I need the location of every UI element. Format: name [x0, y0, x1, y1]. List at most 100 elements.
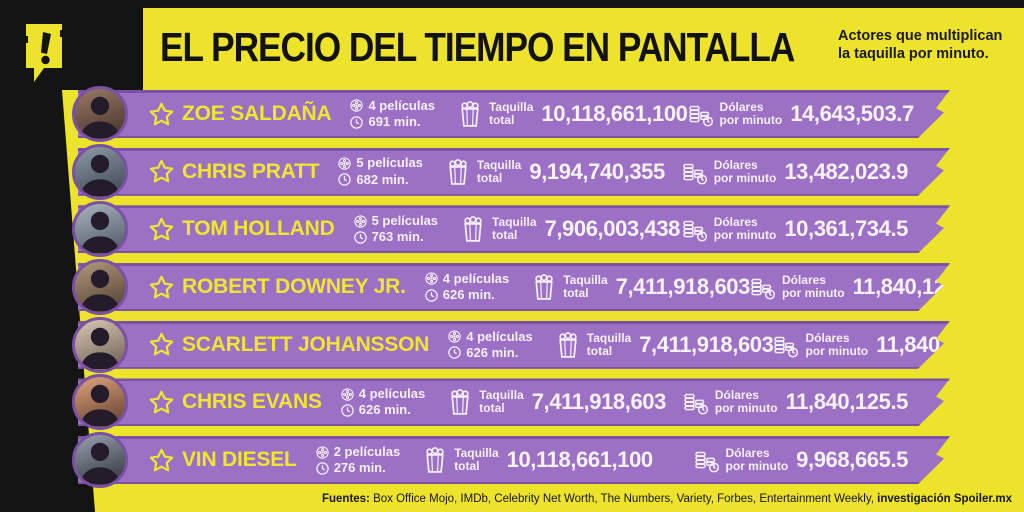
taquilla-total-value: 9,194,740,355	[529, 158, 665, 184]
taquilla-total-block: Taquilla total 7,906,003,438	[460, 215, 680, 243]
coins-icon	[694, 446, 720, 474]
film-reel-icon	[424, 271, 439, 286]
film-reel-icon	[337, 156, 352, 171]
actor-row: TOM HOLLAND 5 películas 763 min.	[0, 201, 1024, 258]
dolares-por-minuto-value: 13,482,023.9	[784, 158, 908, 184]
taquilla-total-value: 10,118,661,100	[506, 447, 653, 473]
actor-banner: CHRIS PRATT 5 películas 682 min.	[78, 148, 950, 196]
films-count: 5 películas	[371, 213, 439, 229]
minutes-count: 626 min.	[442, 287, 495, 303]
dolares-por-minuto-value: 9,968,665.5	[796, 447, 908, 473]
actor-rows: ZOE SALDAÑA 4 películas 691 min.	[0, 86, 1024, 494]
minutes-count: 682 min.	[356, 171, 409, 187]
taquilla-label: Taquilla total	[586, 330, 632, 358]
coins-icon	[683, 388, 709, 416]
person-silhouette-icon	[80, 212, 120, 254]
films-count: 4 películas	[358, 386, 426, 402]
minutes-count: 626 min.	[466, 344, 519, 360]
films-minutes-block: 2 películas 276 min.	[315, 444, 400, 477]
actor-name: VIN DIESEL	[182, 448, 297, 472]
clock-icon	[337, 172, 352, 187]
films-count: 4 películas	[368, 97, 435, 113]
clock-icon	[447, 345, 462, 360]
avatar	[72, 432, 128, 489]
minutes-count: 626 min.	[358, 402, 411, 418]
coins-icon	[773, 331, 799, 359]
dolares-por-minuto-value: 11,840,125.5	[876, 331, 999, 357]
person-silhouette-icon	[80, 327, 120, 369]
popcorn-icon	[555, 331, 581, 359]
dolares-por-minuto-block: Dólares por minuto 11,840,125.5	[750, 273, 975, 301]
taquilla-label: Taquilla total	[492, 215, 537, 243]
films-minutes-block: 5 películas 682 min.	[337, 155, 422, 188]
sources-credit: investigación Spoiler.mx	[877, 493, 1012, 505]
avatar	[72, 374, 128, 431]
taquilla-total-block: Taquilla total 7,411,918,603	[555, 331, 774, 359]
page-subtitle: Actores que multiplican la taquilla por …	[838, 27, 1018, 63]
taquilla-total-block: Taquilla total 9,194,740,355	[445, 158, 665, 186]
clock-icon	[424, 288, 439, 303]
taquilla-total-block: Taquilla total 10,118,661,100	[457, 100, 688, 128]
person-silhouette-icon	[80, 96, 120, 138]
popcorn-icon	[531, 273, 557, 301]
dolares-por-minuto-block: Dólares por minuto 10,361,734.5	[682, 215, 908, 243]
dolares-por-minuto-block: Dólares por minuto 11,840,125.5	[773, 331, 998, 359]
coins-icon	[682, 215, 708, 243]
taquilla-total-value: 7,411,918,603	[615, 274, 750, 300]
minutes-count: 691 min.	[368, 114, 421, 129]
coins-icon	[682, 158, 708, 186]
clock-icon	[340, 403, 355, 418]
taquilla-total-block: Taquilla total 7,411,918,603	[531, 273, 750, 301]
film-reel-icon	[340, 387, 355, 402]
popcorn-icon	[445, 158, 471, 186]
sources-list: Box Office Mojo, IMDb, Celebrity Net Wor…	[369, 493, 878, 505]
sources-footer: Fuentes: Box Office Mojo, IMDb, Celebrit…	[300, 493, 1012, 505]
films-minutes-block: 4 películas 626 min.	[447, 329, 532, 362]
minutes-count: 763 min.	[371, 229, 424, 245]
actor-banner: VIN DIESEL 2 películas 276 min.	[78, 436, 950, 484]
star-icon	[148, 447, 175, 474]
taquilla-total-value: 7,411,918,603	[639, 331, 774, 357]
clock-icon	[315, 461, 330, 476]
dolares-label: Dólares por minuto	[725, 445, 789, 474]
dolares-label: Dólares por minuto	[713, 157, 777, 185]
dolares-label: Dólares por minuto	[714, 388, 778, 416]
subtitle-line1: Actores que multiplican	[838, 28, 1003, 44]
film-reel-icon	[353, 214, 368, 229]
actor-row: ZOE SALDAÑA 4 películas 691 min.	[0, 86, 1024, 142]
dolares-por-minuto-block: Dólares por minuto 14,643,503.7	[688, 100, 914, 128]
actor-name: CHRIS EVANS	[182, 390, 322, 414]
dolares-por-minuto-value: 11,840,125.5	[785, 389, 908, 415]
actor-banner: SCARLETT JOHANSSON 4 películas 626 min.	[78, 321, 950, 369]
actor-banner: CHRIS EVANS 4 películas 626 min.	[78, 378, 950, 426]
actor-row: VIN DIESEL 2 películas 276 min.	[0, 432, 1024, 489]
popcorn-icon	[457, 100, 483, 128]
clock-icon	[349, 115, 364, 130]
avatar	[72, 259, 128, 316]
actor-name: ROBERT DOWNEY JR.	[182, 275, 406, 299]
dolares-por-minuto-block: Dólares por minuto 9,968,665.5	[694, 446, 908, 474]
taquilla-label: Taquilla total	[476, 157, 522, 185]
actor-name: SCARLETT JOHANSSON	[182, 332, 430, 356]
exclamation-bubble-icon	[22, 24, 66, 82]
actor-row: CHRIS EVANS 4 películas 626 min.	[0, 374, 1024, 431]
spoiler-logo	[22, 20, 66, 86]
avatar	[72, 86, 128, 142]
clock-icon	[353, 230, 368, 245]
sources-prefix: Fuentes:	[321, 493, 370, 505]
subtitle-line2: la taquilla por minuto.	[838, 46, 989, 63]
actor-name: CHRIS PRATT	[182, 159, 320, 183]
film-reel-icon	[447, 329, 462, 344]
dolares-label: Dólares por minuto	[781, 272, 845, 301]
taquilla-label: Taquilla total	[479, 388, 524, 416]
film-reel-icon	[349, 98, 364, 113]
taquilla-label: Taquilla total	[454, 445, 499, 474]
taquilla-label: Taquilla total	[488, 99, 534, 127]
taquilla-label: Taquilla total	[563, 272, 608, 301]
films-count: 4 películas	[442, 270, 510, 286]
popcorn-icon	[447, 388, 473, 416]
star-icon	[148, 158, 175, 185]
minutes-count: 276 min.	[333, 460, 386, 476]
films-minutes-block: 4 películas 691 min.	[349, 98, 434, 131]
star-icon	[148, 389, 175, 416]
